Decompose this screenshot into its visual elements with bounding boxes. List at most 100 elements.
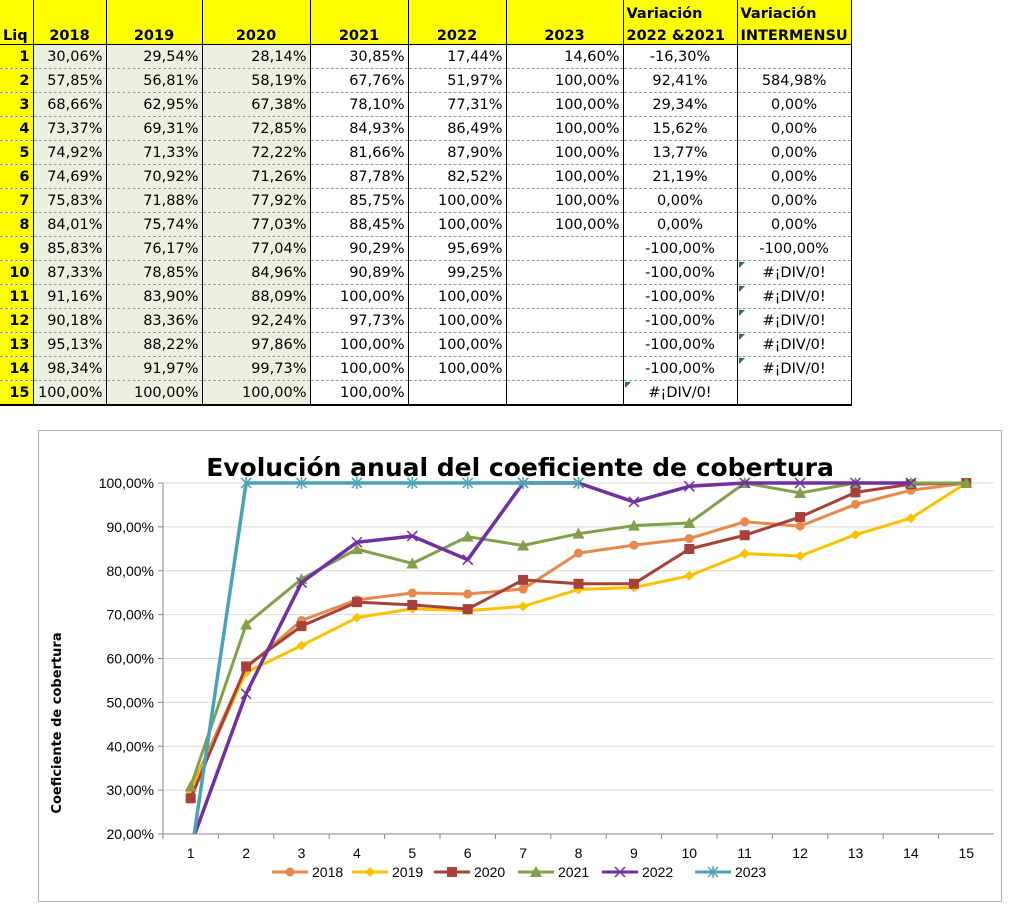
table-cell[interactable]: 30,85% [310,44,409,69]
row-label-cell[interactable]: 2 [0,68,34,93]
table-cell[interactable]: 77,04% [202,236,311,261]
table-cell[interactable]: 83,36% [106,308,203,333]
table-cell[interactable]: 78,10% [310,92,409,117]
table-cell[interactable]: -16,30% [623,44,738,69]
header-2018[interactable]: 2018 [33,22,107,45]
table-cell[interactable]: 71,26% [202,164,311,189]
header-variacion-2[interactable]: Variación [737,0,852,22]
table-cell[interactable]: 74,69% [33,164,107,189]
table-cell[interactable]: 72,85% [202,116,311,141]
table-cell[interactable]: 0,00% [737,188,852,213]
table-cell[interactable]: 100,00% [506,140,624,165]
row-label-cell[interactable]: 7 [0,188,34,213]
table-cell[interactable]: 85,75% [310,188,409,213]
table-cell[interactable]: #¡DIV/0! [737,332,852,357]
table-cell[interactable]: #¡DIV/0! [737,308,852,333]
table-cell[interactable]: 100,00% [408,212,507,237]
table-cell[interactable]: -100,00% [623,332,738,357]
table-cell[interactable]: 88,22% [106,332,203,357]
table-cell[interactable]: 67,38% [202,92,311,117]
header-2019[interactable]: 2019 [106,22,203,45]
table-cell[interactable]: 82,52% [408,164,507,189]
table-cell[interactable]: 74,92% [33,140,107,165]
table-cell[interactable] [506,308,624,333]
table-cell[interactable]: 100,00% [408,188,507,213]
table-cell[interactable]: 100,00% [506,188,624,213]
header-2023[interactable]: 2023 [506,22,624,45]
header-variacion-2-sub[interactable]: INTERMENSU [737,22,852,45]
table-cell[interactable]: 76,17% [106,236,203,261]
table-cell[interactable]: #¡DIV/0! [737,284,852,309]
table-cell[interactable]: 84,93% [310,116,409,141]
table-cell[interactable]: 56,81% [106,68,203,93]
table-cell[interactable]: 29,54% [106,44,203,69]
row-label-cell[interactable]: 15 [0,380,34,406]
table-cell[interactable]: 584,98% [737,68,852,93]
table-cell[interactable]: 30,06% [33,44,107,69]
header-variacion-1-sub[interactable]: 2022 &2021 [623,22,738,45]
table-cell[interactable]: 88,09% [202,284,311,309]
row-label-cell[interactable]: 3 [0,92,34,117]
header-2022[interactable]: 2022 [408,22,507,45]
table-cell[interactable]: 58,19% [202,68,311,93]
chart-area[interactable]: Evolución anual del coeficiente de cober… [38,430,1002,902]
table-cell[interactable]: 90,89% [310,260,409,285]
table-cell[interactable]: -100,00% [623,308,738,333]
row-label-cell[interactable]: 12 [0,308,34,333]
table-cell[interactable]: 17,44% [408,44,507,69]
table-cell[interactable]: 100,00% [310,332,409,357]
table-cell[interactable]: 72,22% [202,140,311,165]
row-label-cell[interactable]: 13 [0,332,34,357]
table-cell[interactable]: 100,00% [506,68,624,93]
table-cell[interactable]: 71,88% [106,188,203,213]
table-cell[interactable]: 91,16% [33,284,107,309]
table-cell[interactable]: 100,00% [506,116,624,141]
table-cell[interactable]: 87,78% [310,164,409,189]
table-cell[interactable]: 83,90% [106,284,203,309]
table-cell[interactable]: 15,62% [623,116,738,141]
table-cell[interactable]: 87,33% [33,260,107,285]
table-cell[interactable]: 0,00% [623,188,738,213]
table-cell[interactable]: 75,74% [106,212,203,237]
table-cell[interactable]: 67,76% [310,68,409,93]
table-cell[interactable]: 0,00% [737,164,852,189]
table-cell[interactable]: 29,34% [623,92,738,117]
table-cell[interactable]: 88,45% [310,212,409,237]
row-label-cell[interactable]: 6 [0,164,34,189]
table-cell[interactable]: 100,00% [506,92,624,117]
table-cell[interactable]: -100,00% [623,356,738,381]
table-cell[interactable]: 84,96% [202,260,311,285]
row-label-cell[interactable]: 8 [0,212,34,237]
row-label-cell[interactable]: 4 [0,116,34,141]
table-cell[interactable]: 0,00% [737,92,852,117]
table-cell[interactable]: 51,97% [408,68,507,93]
table-cell[interactable]: 92,24% [202,308,311,333]
table-cell[interactable]: 100,00% [33,380,107,406]
table-cell[interactable]: 100,00% [408,332,507,357]
table-cell[interactable]: #¡DIV/0! [623,380,738,406]
table-cell[interactable]: 98,34% [33,356,107,381]
table-cell[interactable]: 0,00% [737,212,852,237]
table-cell[interactable]: 100,00% [310,356,409,381]
row-label-cell[interactable]: 1 [0,44,34,69]
table-cell[interactable]: 70,92% [106,164,203,189]
table-cell[interactable]: -100,00% [623,284,738,309]
table-cell[interactable] [506,380,624,406]
table-cell[interactable]: 90,18% [33,308,107,333]
header-variacion-1[interactable]: Variación [623,0,738,22]
table-cell[interactable]: 77,31% [408,92,507,117]
table-cell[interactable] [506,332,624,357]
table-cell[interactable] [506,284,624,309]
table-cell[interactable]: 81,66% [310,140,409,165]
table-cell[interactable] [506,236,624,261]
table-cell[interactable]: 92,41% [623,68,738,93]
table-cell[interactable]: 100,00% [408,308,507,333]
table-cell[interactable]: 100,00% [408,356,507,381]
table-cell[interactable]: 0,00% [737,116,852,141]
table-cell[interactable]: #¡DIV/0! [737,356,852,381]
row-label-cell[interactable]: 9 [0,236,34,261]
table-cell[interactable]: 87,90% [408,140,507,165]
table-cell[interactable]: 86,49% [408,116,507,141]
table-cell[interactable]: 99,73% [202,356,311,381]
table-cell[interactable]: -100,00% [623,236,738,261]
